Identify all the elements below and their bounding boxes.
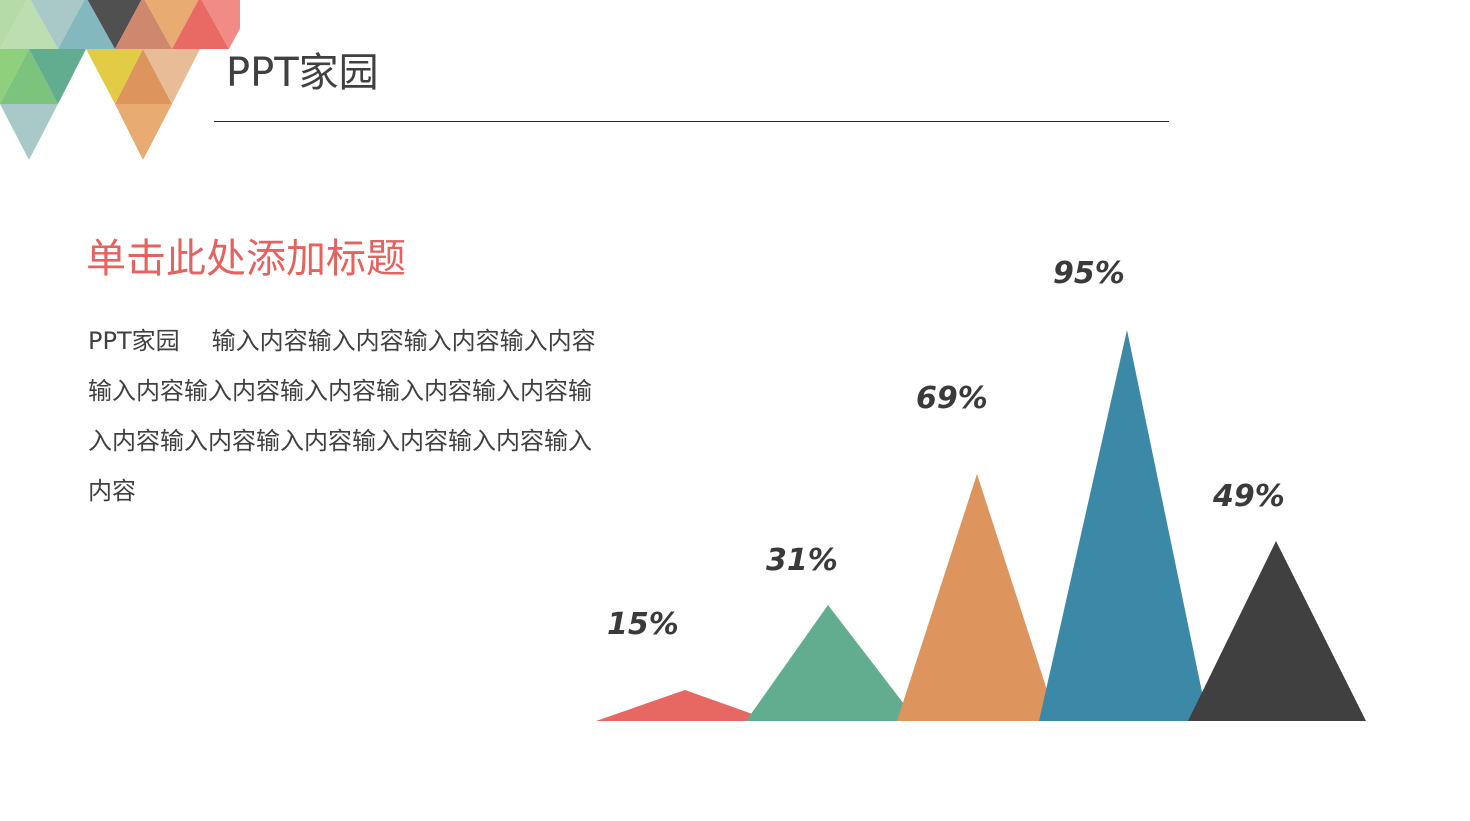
chart-bar-1 <box>596 690 772 721</box>
chart-label-4: 95% <box>1053 256 1125 291</box>
chart-label-1: 15% <box>607 607 679 642</box>
chart-label-3: 69% <box>916 381 988 416</box>
chart-bar-2 <box>746 605 917 721</box>
decorative-triangle-mosaic <box>0 0 240 160</box>
body-lead: PPT家园 <box>88 327 180 355</box>
section-title: 单击此处添加标题 <box>86 236 406 282</box>
chart-bar-5 <box>1188 541 1366 721</box>
chart-bar-3 <box>897 474 1057 721</box>
chart-label-2: 31% <box>766 543 838 578</box>
chart-label-5: 49% <box>1213 479 1285 514</box>
header-divider <box>214 121 1169 122</box>
body-text: PPT家园 输入内容输入内容输入内容输入内容输入内容输入内容输入内容输入内容输入内… <box>88 316 598 516</box>
header-title: PPT家园 <box>226 50 379 96</box>
body-content: 输入内容输入内容输入内容输入内容输入内容输入内容输入内容输入内容输入内容输入内容… <box>88 327 596 505</box>
chart-bar-4 <box>1039 330 1208 721</box>
